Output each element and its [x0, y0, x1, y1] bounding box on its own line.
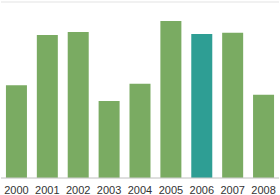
svg-text:2005: 2005 — [159, 184, 183, 195]
svg-text:2008: 2008 — [251, 184, 272, 195]
svg-text:2000: 2000 — [8, 184, 29, 195]
svg-text:2003: 2003 — [97, 184, 121, 195]
svg-text:2001: 2001 — [35, 184, 59, 195]
svg-text:2007: 2007 — [220, 184, 244, 195]
svg-text:2002: 2002 — [66, 184, 90, 195]
svg-text:2004: 2004 — [128, 184, 152, 195]
svg-text:2006: 2006 — [190, 184, 214, 195]
